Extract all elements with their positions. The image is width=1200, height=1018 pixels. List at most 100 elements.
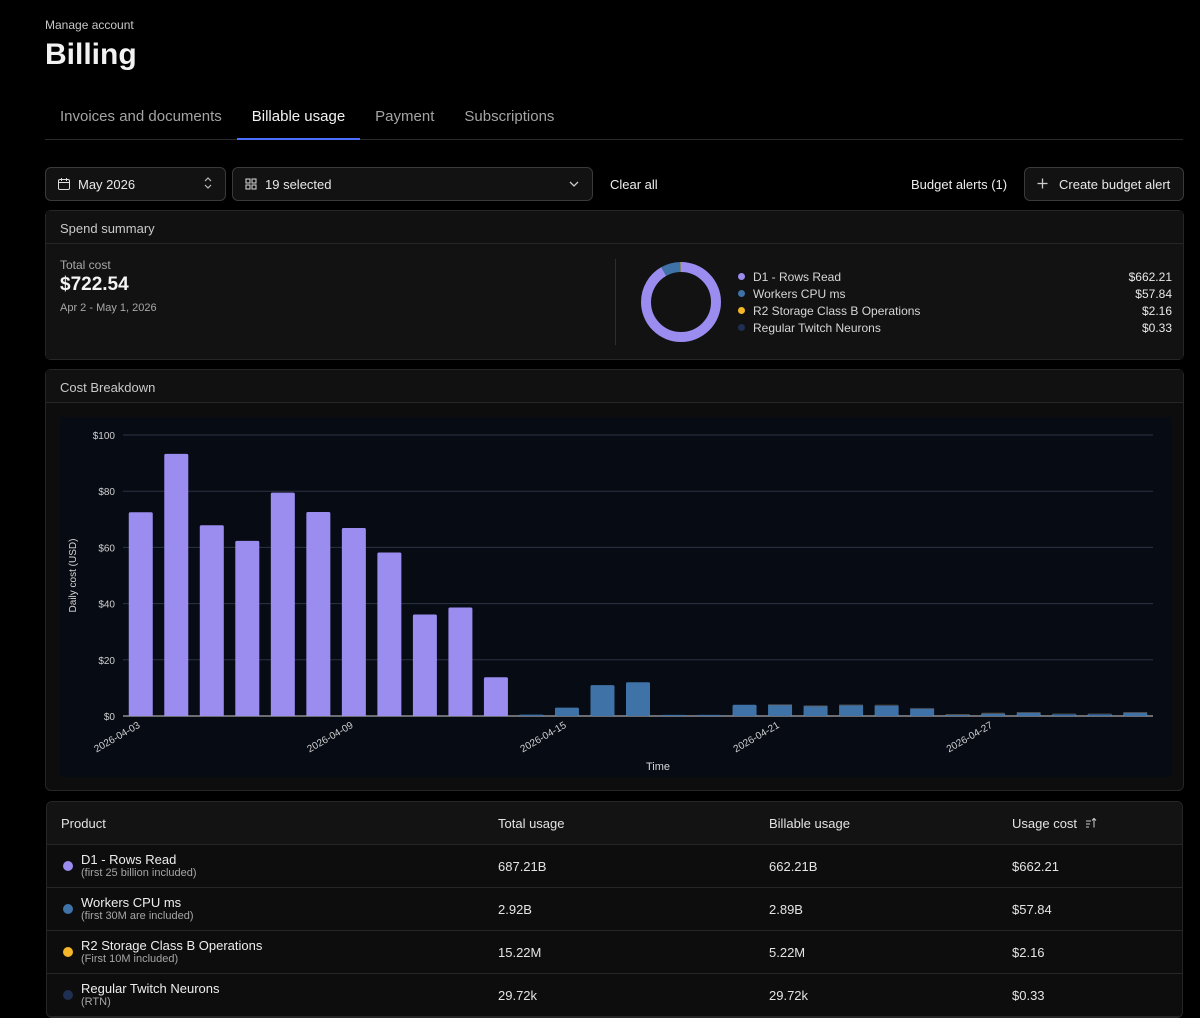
donut-slice [641,262,721,342]
bar-segment [910,707,935,709]
breadcrumb-manage-account[interactable]: Manage account [45,18,134,32]
product-cell: R2 Storage Class B Operations (First 10M… [47,938,484,966]
legend-item: R2 Storage Class B Operations $2.16 [738,302,1172,319]
product-cell: Regular Twitch Neurons (RTN) [47,981,484,1009]
plus-icon [1037,178,1049,190]
legend-label: Workers CPU ms [753,286,846,301]
legend-item: Regular Twitch Neurons $0.33 [738,319,1172,336]
legend-item: Workers CPU ms $57.84 [738,285,1172,302]
bar-segment [697,714,722,716]
usage-cost-cell: $0.33 [1012,987,1045,1003]
y-axis-label: Daily cost (USD) [68,539,79,613]
bar-segment [981,712,1006,714]
tab-invoices-and-documents[interactable]: Invoices and documents [60,108,222,125]
billable-usage-cell: 662.21B [769,858,818,874]
bar-segment [874,705,899,716]
tab-subscriptions[interactable]: Subscriptions [464,108,555,125]
x-tick-label: 2026-04-21 [732,720,782,755]
x-tick-label: 2026-04-27 [945,720,995,755]
y-tick-label: $40 [98,600,115,611]
product-note: (first 30M are included) [81,910,194,922]
table-row[interactable]: R2 Storage Class B Operations (First 10M… [47,931,1182,974]
bar-segment [1052,713,1077,715]
spend-donut-chart [641,262,721,342]
bar-segment [1016,712,1041,716]
header-usage-cost[interactable]: Usage cost [998,816,1097,831]
x-axis-label: Time [646,761,670,773]
table-row[interactable]: Workers CPU ms (first 30M are included) … [47,888,1182,931]
total-usage-cell: 15.22M [498,944,542,960]
bar-segment [732,704,757,716]
billable-usage-cell: 2.89B [769,901,803,917]
product-color-dot [63,947,73,957]
bar-segment [448,607,473,716]
usage-cost-cell: $662.21 [1012,858,1059,874]
product-filter-select[interactable]: 19 selected [232,167,593,201]
y-tick-label: $20 [98,656,115,667]
total-cost-label: Total cost [60,258,111,272]
sort-icon[interactable] [1085,817,1097,829]
donut-slice [641,262,721,342]
header-product[interactable]: Product [61,815,106,831]
usage-cost-cell: $2.16 [1012,944,1045,960]
cost-breakdown-chart: $0 $20 $40 $60 $80 $100 2026-04-03 2026-04-09 20… [68,431,1153,773]
x-tick-label: 2026-04-15 [519,720,569,755]
product-name: R2 Storage Class B Operations [81,938,263,953]
bar-segment [626,682,650,716]
cost-breakdown-heading: Cost Breakdown [46,370,1183,403]
legend-amount: $2.16 [1141,303,1172,318]
create-budget-alert-button[interactable]: Create budget alert [1024,167,1184,201]
header-total-usage[interactable]: Total usage [498,815,565,831]
chevron-down-icon [568,177,580,191]
bar-segment [803,705,828,716]
month-picker[interactable]: May 2026 [45,167,226,201]
product-cell: Workers CPU ms (first 30M are included) [47,895,484,923]
date-range: Apr 2 - May 1, 2026 [60,302,157,314]
bar-segment [1087,713,1112,715]
usage-table: Product Total usage Billable usage Usage… [46,801,1183,1018]
budget-alerts-button[interactable]: Budget alerts (1) [911,176,1008,192]
product-note: (RTN) [81,996,111,1008]
header-billable-usage[interactable]: Billable usage [769,815,850,831]
total-usage-cell: 2.92B [498,901,532,917]
legend-dot [738,307,745,314]
bar-segment [839,704,864,706]
bar-segment [910,708,935,716]
chevron-up-down-icon [203,176,213,192]
tab-billable-usage[interactable]: Billable usage [236,100,361,140]
total-cost-value: $722.54 [60,274,129,295]
billable-usage-cell: 29.72k [769,987,809,1003]
product-note: (First 10M included) [81,953,179,965]
legend-dot [738,290,745,297]
legend-dot [738,324,745,331]
y-tick-label: $60 [98,543,115,554]
legend-amount: $57.84 [1135,286,1172,301]
cost-breakdown-chart-area: $0 $20 $40 $60 $80 $100 2026-04-03 2026-04-09 20… [60,417,1172,777]
tab-payment[interactable]: Payment [375,108,435,125]
usage-cost-cell: $57.84 [1012,901,1052,917]
table-row[interactable]: D1 - Rows Read (first 25 billion include… [47,845,1182,888]
bar-segment [164,453,189,716]
table-header: Product Total usage Billable usage Usage… [47,802,1182,845]
legend-dot [738,273,745,280]
total-usage-cell: 687.21B [498,858,547,874]
clear-all-button[interactable]: Clear all [610,176,658,192]
spend-summary-heading: Spend summary [46,211,1183,244]
bar-segment [1123,712,1148,713]
bar-segment [377,552,402,716]
bar-segment [199,525,224,716]
y-tick-label: $0 [104,712,116,723]
table-row[interactable]: Regular Twitch Neurons (RTN) 29.72k 29.7… [47,974,1182,1017]
bar-segment [1123,712,1148,716]
x-tick-label: 2026-04-03 [92,720,142,755]
bar-segment [768,704,793,706]
create-budget-alert-label: Create budget alert [1059,176,1171,192]
bar-segment [1016,712,1041,713]
header-usage-cost-label: Usage cost [1012,815,1078,831]
product-cell: D1 - Rows Read (first 25 billion include… [47,852,484,880]
product-note: (first 25 billion included) [81,867,197,879]
spend-legend: D1 - Rows Read $662.21 Workers CPU ms $5… [738,268,1172,336]
legend-amount: $0.33 [1141,320,1172,335]
product-color-dot [63,904,73,914]
bar-segment [519,714,544,716]
